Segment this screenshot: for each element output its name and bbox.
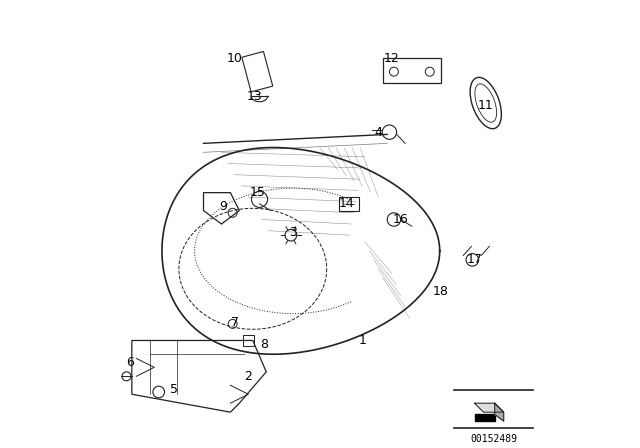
Text: 12: 12	[384, 52, 399, 65]
Polygon shape	[475, 403, 504, 412]
Text: 2: 2	[244, 370, 252, 383]
Bar	[242, 52, 273, 92]
Bar	[383, 58, 441, 83]
Text: 3: 3	[289, 226, 297, 240]
Text: 14: 14	[339, 197, 355, 211]
Text: 11: 11	[478, 99, 493, 112]
Text: 1: 1	[358, 334, 367, 347]
Text: 13: 13	[247, 90, 263, 103]
Text: 00152489: 00152489	[470, 434, 517, 444]
Text: 6: 6	[125, 356, 134, 370]
Text: 8: 8	[260, 338, 268, 352]
Text: 16: 16	[393, 213, 408, 226]
Text: 18: 18	[433, 284, 449, 298]
Text: 9: 9	[220, 199, 228, 213]
Text: 7: 7	[231, 316, 239, 329]
Polygon shape	[495, 403, 504, 421]
Bar	[243, 335, 253, 346]
Polygon shape	[475, 414, 495, 421]
Text: 10: 10	[227, 52, 243, 65]
Text: 15: 15	[250, 186, 265, 199]
Bar	[339, 197, 359, 211]
Text: 5: 5	[170, 383, 179, 396]
Text: 4: 4	[374, 125, 382, 139]
Text: 17: 17	[467, 253, 483, 267]
